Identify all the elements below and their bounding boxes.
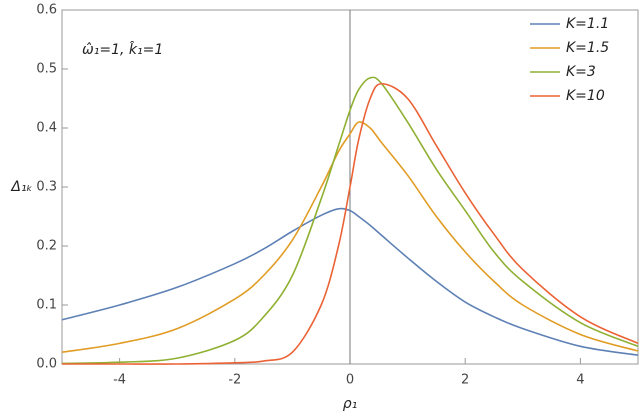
y-tick-label: 0.5 xyxy=(36,62,57,77)
y-axis-label: Δ₁ₖ xyxy=(10,179,32,195)
y-tick-label: 0.0 xyxy=(36,357,57,372)
y-tick-label: 0.6 xyxy=(36,3,57,18)
y-tick-label: 0.4 xyxy=(36,121,57,136)
legend-label: K=1.1 xyxy=(566,16,609,32)
series-line xyxy=(61,121,639,353)
series-line xyxy=(61,207,639,356)
legend-label: K=3 xyxy=(566,64,596,80)
legend-label: K=10 xyxy=(566,88,605,104)
annotation: ω̂₁=1, k̂₁=1 xyxy=(82,41,163,58)
x-tick-label: 2 xyxy=(461,373,469,388)
x-tick-label: 4 xyxy=(576,373,584,388)
y-tick-label: 0.3 xyxy=(36,180,57,195)
y-tick-label: 0.1 xyxy=(36,298,57,313)
x-tick-label: -4 xyxy=(113,373,126,388)
y-tick-label: 0.2 xyxy=(36,239,57,254)
series-line xyxy=(62,82,639,365)
x-tick-label: -2 xyxy=(228,373,241,388)
x-axis-label: ρ₁ xyxy=(343,396,358,412)
series-line xyxy=(61,76,639,365)
legend-label: K=1.5 xyxy=(566,40,609,56)
x-tick-label: 0 xyxy=(346,373,354,388)
